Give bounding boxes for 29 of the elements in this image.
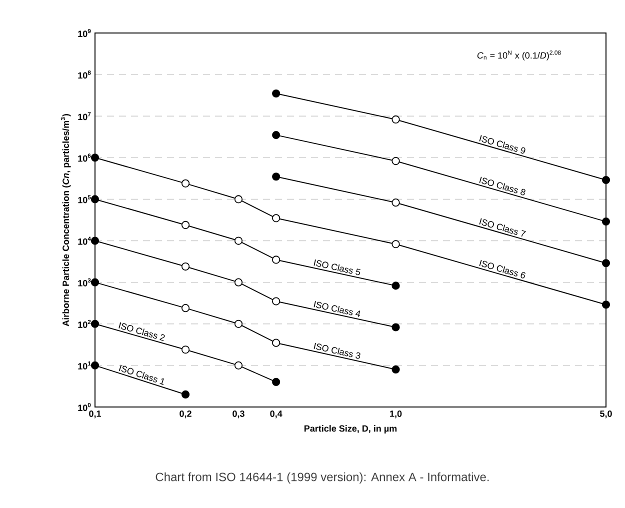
y-tick-label: 10$^{6}$ <box>78 154 91 162</box>
text: ISO Class 2 <box>118 322 165 341</box>
text: Chart from ISO 14644-1 (1999 version): Annex A - Informative. <box>156 472 489 484</box>
x-tick-label: 0,2 <box>180 410 192 418</box>
x-tick-label: 0,3 <box>232 410 244 418</box>
y-tick-label: 10$^{4}$ <box>78 236 91 245</box>
text: ISO Class 7 <box>479 218 526 237</box>
annotation: C$_{n}$ = 10$^{N}$ x (0.1/D)$^{2.08}$ <box>477 50 561 60</box>
y-tick-label: 10$^{3}$ <box>78 278 91 286</box>
x-axis-title: Particle Size, D, in µm <box>304 425 397 434</box>
y-tick-label: 10$^{5}$ <box>78 195 91 204</box>
y-tick-label: 10$^{2}$ <box>78 320 91 328</box>
x-tick-label: 0,1 <box>89 410 101 418</box>
text: ISO Class 3 <box>314 342 360 359</box>
x-tick-label: 5,0 <box>600 410 612 418</box>
y-tick-label: 10$^{0}$ <box>78 402 91 412</box>
text: ISO Class 8 <box>479 176 526 196</box>
text: ISO Class 5 <box>314 260 360 276</box>
y-tick-label: 10$^{7}$ <box>78 112 91 120</box>
text: ISO Class 1 <box>118 364 164 385</box>
y-tick-label: 10$^{9}$ <box>78 28 91 38</box>
y-tick-label: 10$^{1}$ <box>78 361 91 370</box>
y-axis-title: Airborne Particle Concentration (Cn, particles/m$^{3}$) <box>60 114 71 326</box>
y-tick-label: 10$^{8}$ <box>78 70 91 79</box>
text: ISO Class 4 <box>314 301 360 317</box>
x-tick-label: 1,0 <box>390 410 402 418</box>
text: ISO Class 9 <box>479 135 526 154</box>
text: ISO Class 6 <box>479 260 526 278</box>
x-tick-label: 0,4 <box>270 410 282 418</box>
